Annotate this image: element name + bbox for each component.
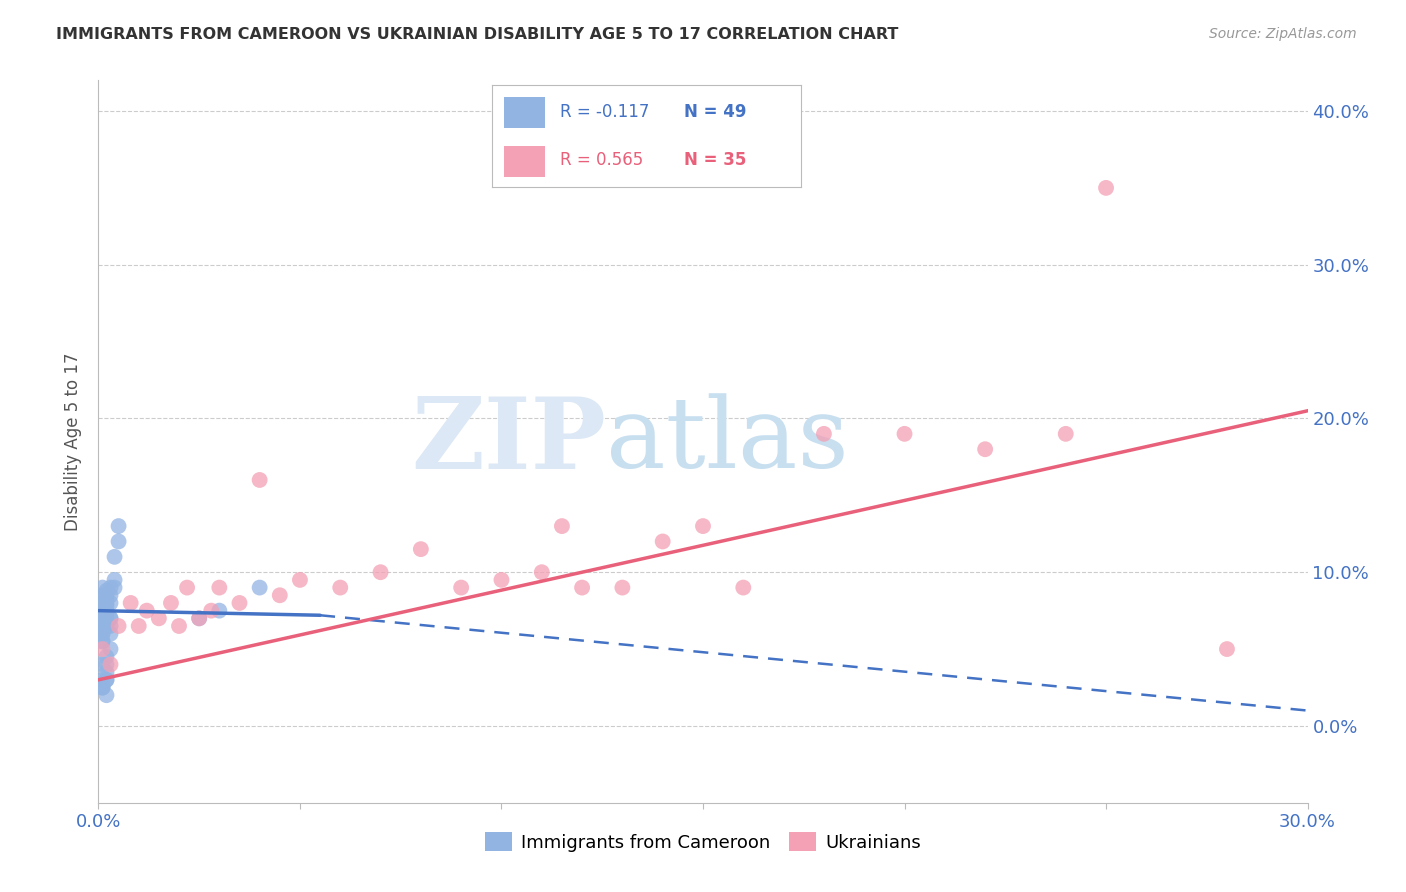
Point (103, 549, 125, 564)
Point (91, 626, 114, 640)
Point (91, 588, 114, 602)
Point (208, 604, 231, 618)
Point (228, 596, 250, 610)
Point (1216, 642, 1239, 657)
Point (91, 611, 114, 625)
Point (288, 573, 311, 587)
Point (107, 534, 129, 549)
Point (450, 581, 472, 595)
Point (96, 588, 118, 602)
Point (651, 534, 673, 549)
Point (530, 565, 553, 579)
Point (96, 657, 118, 672)
FancyBboxPatch shape (505, 146, 544, 177)
Point (167, 619, 190, 633)
Point (370, 565, 392, 579)
Point (148, 611, 170, 625)
Point (91, 657, 114, 672)
Y-axis label: Disability Age 5 to 17: Disability Age 5 to 17 (65, 352, 83, 531)
Point (200, 604, 222, 618)
Point (91, 604, 114, 618)
Point (96, 665, 118, 680)
Point (100, 611, 122, 625)
Point (96, 604, 118, 618)
Point (571, 581, 593, 595)
Point (100, 611, 122, 625)
Point (120, 596, 142, 610)
Point (551, 519, 574, 533)
Point (91, 642, 114, 657)
Point (91, 681, 114, 695)
Point (100, 626, 122, 640)
Point (96, 596, 118, 610)
Point (91, 673, 114, 687)
Text: ZIP: ZIP (412, 393, 606, 490)
Point (100, 619, 122, 633)
Point (269, 588, 291, 602)
Point (96, 611, 118, 625)
Point (733, 581, 755, 595)
Point (208, 581, 231, 595)
Text: IMMIGRANTS FROM CAMEROON VS UKRAINIAN DISABILITY AGE 5 TO 17 CORRELATION CHART: IMMIGRANTS FROM CAMEROON VS UKRAINIAN DI… (56, 27, 898, 42)
Text: R = -0.117: R = -0.117 (560, 103, 650, 121)
FancyBboxPatch shape (505, 97, 544, 128)
Point (249, 473, 271, 487)
Point (91, 581, 114, 595)
Point (91, 634, 114, 648)
Point (91, 634, 114, 648)
Point (491, 573, 513, 587)
Point (91, 619, 114, 633)
Point (96, 607, 118, 621)
Point (91, 681, 114, 695)
Point (107, 519, 129, 533)
Point (96, 619, 118, 633)
Point (1095, 181, 1118, 195)
Point (96, 673, 118, 687)
Legend: Immigrants from Cameroon, Ukrainians: Immigrants from Cameroon, Ukrainians (478, 825, 928, 859)
Point (813, 426, 835, 441)
Point (91, 611, 114, 625)
Text: R = 0.565: R = 0.565 (560, 151, 644, 169)
Point (188, 611, 211, 625)
Point (96, 688, 118, 702)
Point (249, 581, 271, 595)
Point (91, 626, 114, 640)
Point (188, 611, 211, 625)
Point (329, 581, 352, 595)
Point (100, 581, 122, 595)
Point (974, 442, 997, 457)
Point (1054, 426, 1077, 441)
Text: atlas: atlas (606, 393, 849, 490)
Point (96, 673, 118, 687)
Text: N = 35: N = 35 (683, 151, 747, 169)
Point (893, 426, 915, 441)
Point (96, 583, 118, 598)
Point (96, 619, 118, 633)
Text: N = 49: N = 49 (683, 103, 747, 121)
Point (96, 649, 118, 664)
Point (409, 542, 432, 557)
Point (176, 581, 198, 595)
Point (91, 681, 114, 695)
Point (100, 657, 122, 672)
Point (612, 581, 634, 595)
Point (91, 596, 114, 610)
Point (103, 581, 125, 595)
Point (107, 619, 129, 633)
Point (128, 619, 150, 633)
Text: Source: ZipAtlas.com: Source: ZipAtlas.com (1209, 27, 1357, 41)
Point (160, 596, 183, 610)
Point (103, 573, 125, 587)
Point (135, 604, 157, 618)
Point (100, 642, 122, 657)
Point (91, 619, 114, 633)
Point (96, 593, 118, 607)
Point (100, 596, 122, 610)
Point (100, 588, 122, 602)
Point (692, 519, 714, 533)
Point (96, 599, 118, 613)
